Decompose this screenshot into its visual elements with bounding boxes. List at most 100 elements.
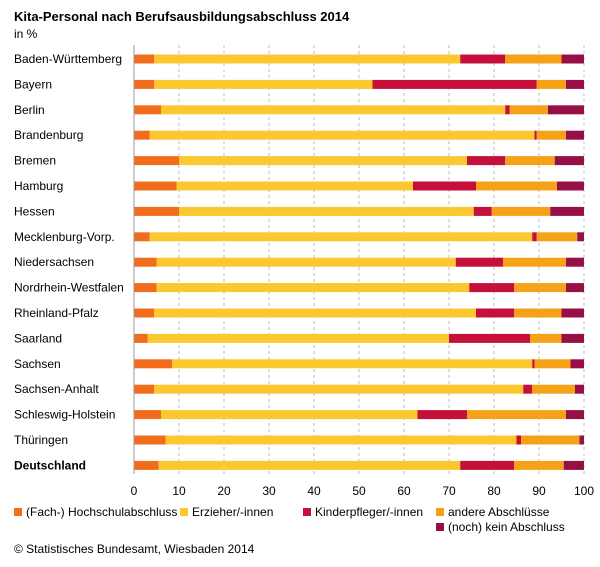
category-label: Thüringen xyxy=(14,433,68,447)
bar-segment xyxy=(179,206,474,216)
category-label: Rheinland-Pfalz xyxy=(14,306,99,320)
bar-segment xyxy=(161,105,506,115)
bars xyxy=(134,54,584,470)
bar-segment xyxy=(579,435,584,445)
category-label: Mecklenburg-Vorp. xyxy=(14,230,115,244)
category-label: Bremen xyxy=(14,154,56,168)
chart-subtitle: in % xyxy=(14,27,38,41)
bar-segment xyxy=(566,283,584,293)
bar-segment xyxy=(134,181,177,191)
x-tick-label: 90 xyxy=(532,484,546,498)
bar-segment xyxy=(154,384,524,394)
bar-segment xyxy=(413,181,476,191)
bar-segment xyxy=(505,156,555,166)
category-label: Berlin xyxy=(14,103,45,117)
bar-segment xyxy=(516,435,521,445)
bar-segment xyxy=(134,283,157,293)
bar-segment xyxy=(134,257,157,267)
bar-segment xyxy=(460,460,515,470)
source-note: © Statistisches Bundesamt, Wiesbaden 201… xyxy=(14,542,255,556)
x-tick-label: 60 xyxy=(397,484,411,498)
bar-segment xyxy=(154,79,373,89)
legend-swatch xyxy=(436,523,444,531)
legend-label: Erzieher/-innen xyxy=(192,505,273,519)
bar-segment xyxy=(161,410,418,420)
bar-segment xyxy=(134,384,155,394)
chart-title: Kita-Personal nach Berufsausbildungsabsc… xyxy=(14,9,350,24)
bar-segment xyxy=(134,232,150,242)
x-tick-label: 20 xyxy=(217,484,231,498)
bar-segment xyxy=(505,105,510,115)
bar-segment xyxy=(550,206,584,216)
bar-segment xyxy=(570,359,584,369)
bar-segment xyxy=(561,54,584,64)
bar-segment xyxy=(149,130,535,140)
legend-swatch xyxy=(303,508,311,516)
legend-label: (noch) kein Abschluss xyxy=(448,520,565,534)
bar-segment xyxy=(417,410,467,420)
category-label: Hessen xyxy=(14,204,55,218)
x-axis: 0 10 20 30 40 50 60 70 80 90 100 xyxy=(131,45,594,498)
bar-segment xyxy=(134,410,161,420)
bar-segment xyxy=(566,130,584,140)
bar-segment xyxy=(134,308,155,318)
bar-segment xyxy=(523,384,533,394)
category-label: Deutschland xyxy=(14,458,86,472)
category-label: Bayern xyxy=(14,77,52,91)
x-tick-label: 70 xyxy=(442,484,456,498)
bar-segment xyxy=(563,460,584,470)
bar-segment xyxy=(372,79,537,89)
bar-segment xyxy=(134,156,179,166)
bar-segment xyxy=(467,156,506,166)
bar-segment xyxy=(566,410,584,420)
bar-segment xyxy=(548,105,584,115)
legend-label: andere Abschlüsse xyxy=(448,505,550,519)
bar-segment xyxy=(534,359,571,369)
bar-segment xyxy=(134,54,155,64)
x-tick-label: 100 xyxy=(574,484,594,498)
bar-segment xyxy=(557,181,584,191)
category-label: Nordrhein-Westfalen xyxy=(14,281,124,295)
bar-segment xyxy=(476,181,557,191)
bar-segment xyxy=(134,206,179,216)
bar-segment xyxy=(134,105,161,115)
bar-segment xyxy=(532,384,575,394)
bar-segment xyxy=(532,359,535,369)
bar-segment xyxy=(503,257,566,267)
bar-segment xyxy=(514,460,564,470)
bar-segment xyxy=(566,257,584,267)
category-label: Hamburg xyxy=(14,179,63,193)
bar-segment xyxy=(561,308,584,318)
bar-segment xyxy=(473,206,492,216)
bar-segment xyxy=(158,460,461,470)
legend-label: Kinderpfleger/-innen xyxy=(315,505,423,519)
category-label: Brandenburg xyxy=(14,128,83,142)
category-label: Saarland xyxy=(14,331,62,345)
x-tick-label: 0 xyxy=(131,484,138,498)
bar-segment xyxy=(467,410,566,420)
x-tick-label: 10 xyxy=(172,484,186,498)
bar-segment xyxy=(505,54,562,64)
bar-segment xyxy=(530,333,562,343)
bar-segment xyxy=(460,54,506,64)
x-tick-label: 50 xyxy=(352,484,366,498)
bar-segment xyxy=(134,333,148,343)
bar-segment xyxy=(476,308,515,318)
bar-segment xyxy=(449,333,530,343)
bar-segment xyxy=(134,460,159,470)
bar-segment xyxy=(154,308,476,318)
bar-segment xyxy=(134,435,166,445)
bar-segment xyxy=(514,308,562,318)
category-label: Sachsen-Anhalt xyxy=(14,382,99,396)
bar-segment xyxy=(147,333,449,343)
bar-segment xyxy=(165,435,517,445)
bar-segment xyxy=(455,257,503,267)
legend-swatch xyxy=(436,508,444,516)
legend: (Fach-) Hochschulabschluss Erzieher/-inne… xyxy=(14,505,565,534)
bar-segment xyxy=(534,130,537,140)
bar-segment xyxy=(154,54,461,64)
bar-segment xyxy=(156,257,456,267)
bar-segment xyxy=(514,283,566,293)
bar-segment xyxy=(554,156,584,166)
